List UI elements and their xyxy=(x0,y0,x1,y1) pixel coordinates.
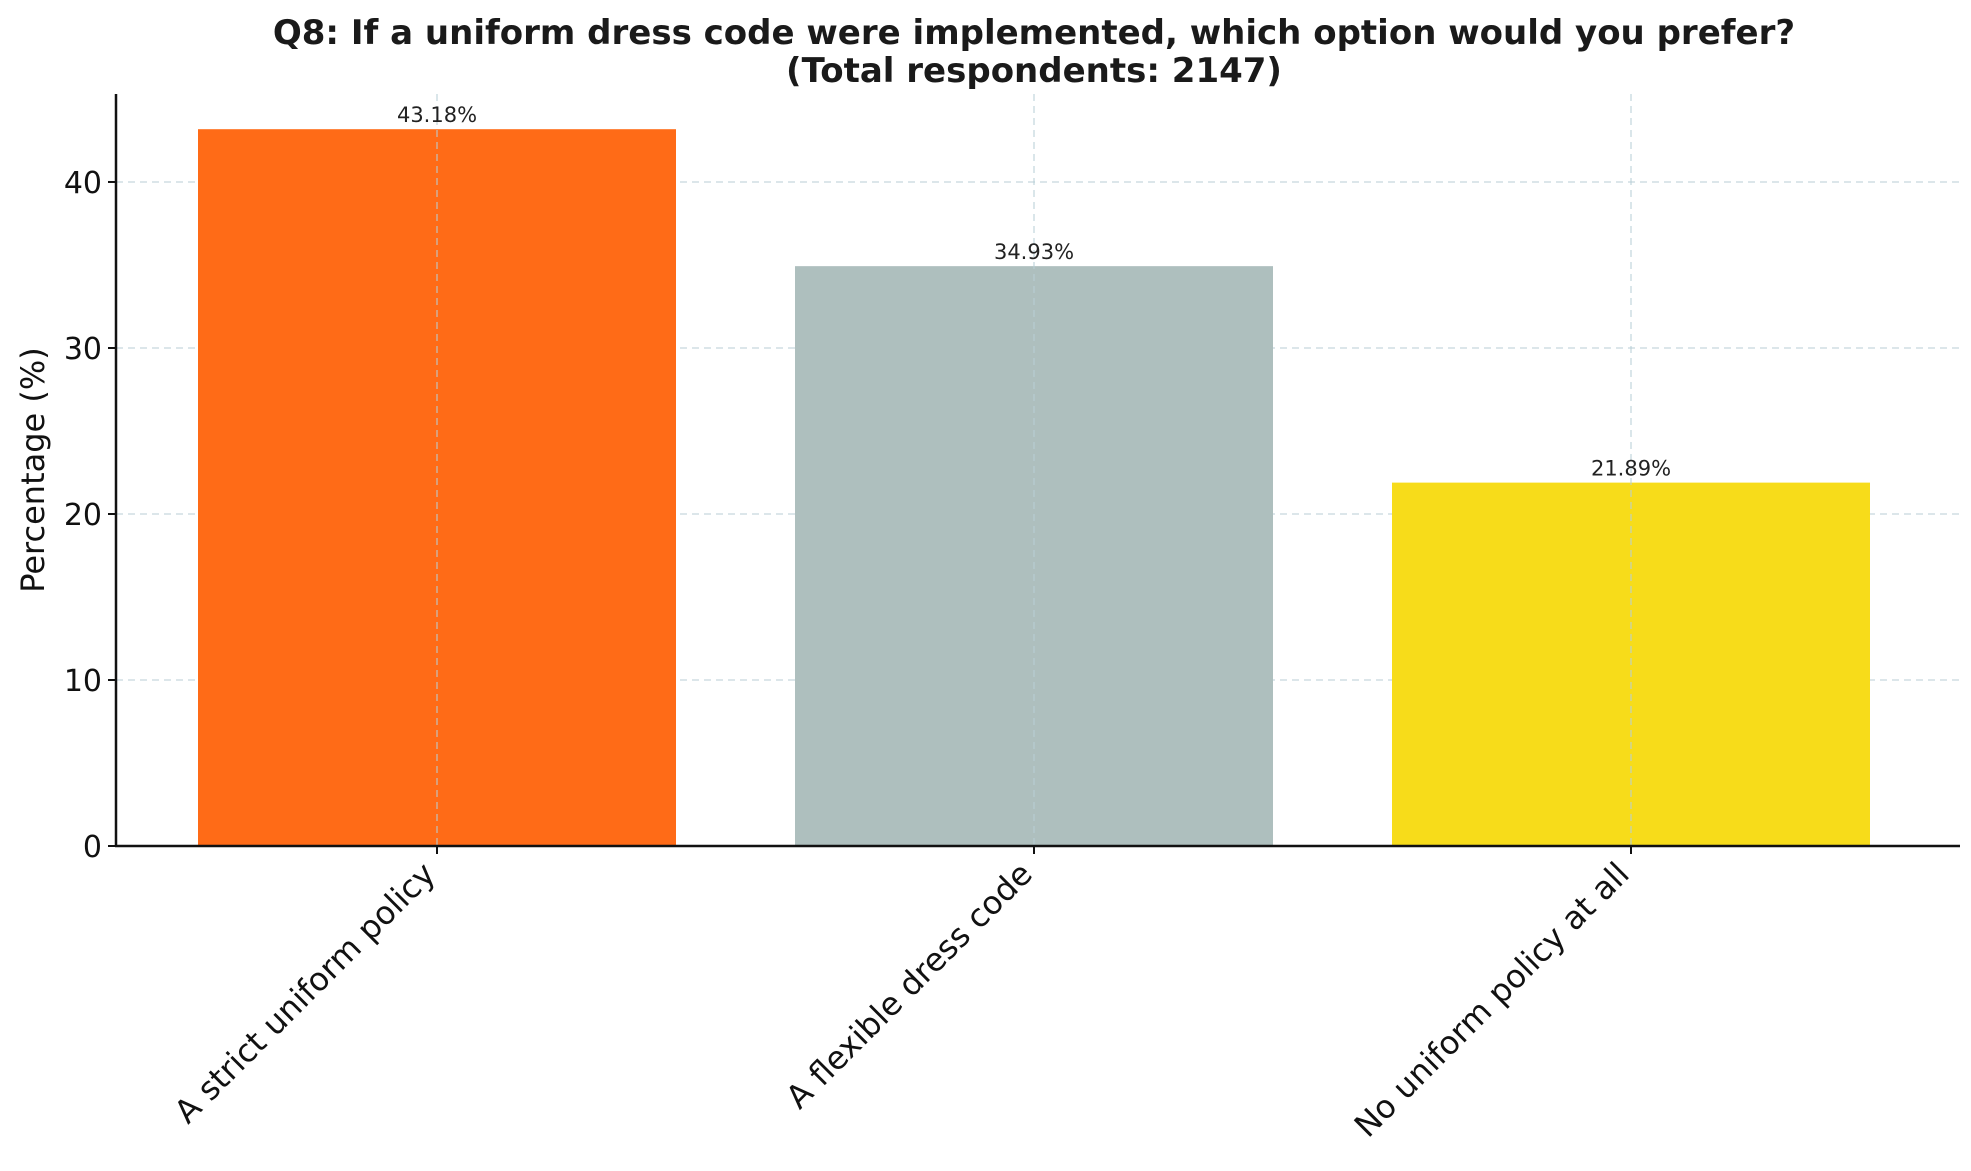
chart-title-line-2: (Total respondents: 2147) xyxy=(786,51,1282,91)
y-axis-ticks: 0 10 20 30 40 xyxy=(64,166,116,865)
chart-title: Q8: If a uniform dress code were impleme… xyxy=(273,13,1795,91)
x-tick-label-2: A flexible dress code xyxy=(778,855,1039,1116)
y-tick-label-4: 40 xyxy=(64,166,102,201)
bar-1 xyxy=(198,129,676,846)
data-label-1: 43.18% xyxy=(397,103,477,127)
x-tick-label-1: A strict uniform policy xyxy=(167,855,443,1131)
y-tick-label-2: 20 xyxy=(64,498,102,533)
vertical-gridlines xyxy=(436,94,1632,846)
x-tick-label-3: No uniform policy at all xyxy=(1347,855,1637,1145)
x-axis-ticks: A strict uniform policy A flexible dress … xyxy=(167,846,1637,1145)
data-label-3: 21.89% xyxy=(1591,457,1671,481)
y-tick-label-3: 30 xyxy=(64,332,102,367)
data-labels: 43.18% 34.93% 21.89% xyxy=(397,103,1671,480)
chart-title-line-1: Q8: If a uniform dress code were impleme… xyxy=(273,13,1795,53)
data-label-2: 34.93% xyxy=(994,240,1074,264)
y-tick-label-0: 0 xyxy=(83,830,102,865)
axes xyxy=(114,94,1960,848)
y-tick-label-1: 10 xyxy=(64,664,102,699)
bars xyxy=(198,129,1870,846)
y-axis-label: Percentage (%) xyxy=(14,347,52,593)
